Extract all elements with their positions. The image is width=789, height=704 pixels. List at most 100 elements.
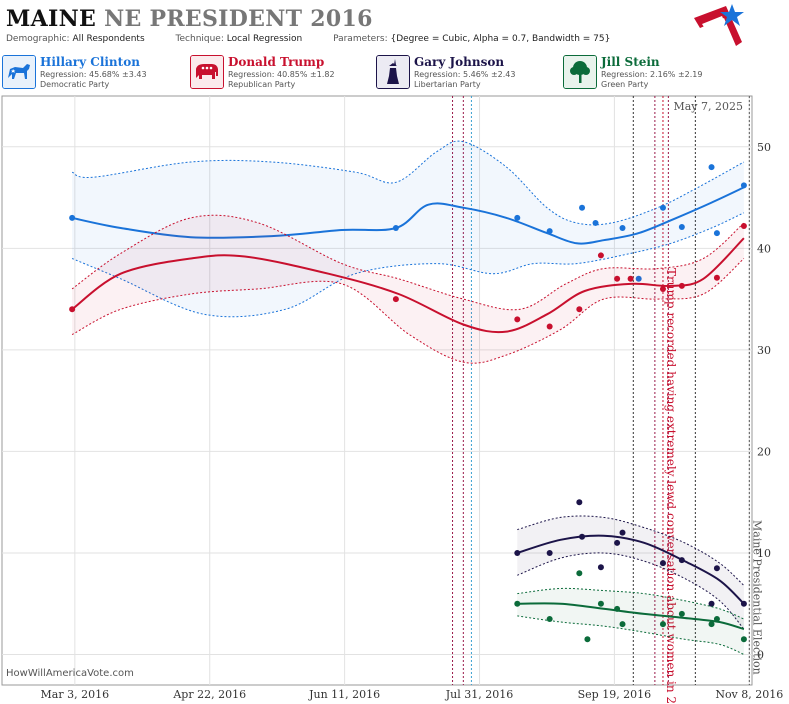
series-jill-stein — [514, 570, 747, 655]
poll-point — [740, 600, 747, 607]
poll-point — [576, 499, 583, 506]
poll-point — [392, 296, 399, 303]
poll-point — [708, 621, 715, 628]
legend-item-johnson[interactable]: Gary Johnson Regression: 5.46% ±2.43 Lib… — [376, 55, 562, 91]
poll-point — [597, 564, 604, 571]
poll-point — [392, 225, 399, 232]
upper-bound-line — [517, 515, 745, 586]
candidate-name: Gary Johnson — [414, 55, 505, 69]
poll-point — [592, 219, 599, 226]
poll-point — [740, 182, 747, 189]
candidate-regression: Regression: 2.16% ±2.19 — [601, 70, 703, 79]
poll-point — [713, 615, 720, 622]
candidate-regression: Regression: 40.85% ±1.82 — [228, 70, 335, 79]
parameters-line: Demographic: All Respondents Technique: … — [6, 34, 638, 44]
state-name: MAINE — [6, 6, 97, 32]
candidate-regression: Regression: 45.68% ±3.43 — [40, 70, 147, 79]
y-tick-label: 20 — [757, 445, 771, 458]
poll-point — [614, 605, 621, 612]
poll-point — [678, 610, 685, 617]
poll-point — [713, 274, 720, 281]
candidate-regression: Regression: 5.46% ±2.43 — [414, 70, 516, 79]
technique-label: Technique: — [175, 34, 224, 44]
poll-point — [546, 549, 553, 556]
poll-point — [627, 275, 634, 282]
poll-point — [659, 621, 666, 628]
poll-point — [546, 615, 553, 622]
poll-point — [597, 252, 604, 259]
series-donald-trump — [69, 214, 747, 364]
poll-point — [740, 636, 747, 643]
event-label: Trump recorded having extremely lewd con… — [664, 268, 678, 704]
elephant-icon — [190, 55, 224, 89]
poll-point — [619, 621, 626, 628]
y-tick-label: 50 — [757, 141, 771, 154]
plot-frame — [1, 95, 753, 686]
legend-item-stein[interactable]: Jill Stein Regression: 2.16% ±2.19 Green… — [563, 55, 749, 91]
upper-bound-line — [71, 140, 745, 226]
candidate-name: Jill Stein — [601, 55, 660, 69]
event-label: Maine Presidential Election — [750, 520, 763, 675]
poll-point — [514, 214, 521, 221]
poll-point — [635, 275, 642, 282]
legend-item-trump[interactable]: Donald Trump Regression: 40.85% ±1.82 Re… — [190, 55, 376, 91]
poll-point — [69, 306, 76, 313]
parameters-label: Parameters: — [333, 34, 388, 44]
trend-line — [517, 602, 745, 631]
technique-value: Local Regression — [226, 34, 303, 44]
demographic-label: Demographic: — [6, 34, 70, 44]
series-gary-johnson — [514, 499, 747, 630]
x-tick-label: Jun 11, 2016 — [308, 688, 380, 701]
poll-point — [579, 204, 586, 211]
poll-point — [584, 636, 591, 643]
site-logo-icon — [694, 4, 744, 46]
candidate-name: Donald Trump — [228, 55, 325, 69]
y-tick-label: 0 — [757, 649, 764, 662]
poll-point — [619, 225, 626, 232]
upper-bound-line — [517, 587, 745, 620]
donkey-icon — [2, 55, 36, 89]
lower-bound-line — [517, 615, 745, 655]
poll-point — [614, 275, 621, 282]
page-title: MAINE NE PRESIDENT 2016 — [6, 6, 373, 32]
parameters-value: {Degree = Cubic, Alpha = 0.7, Bandwidth … — [390, 34, 611, 44]
statue-of-liberty-icon — [376, 55, 410, 89]
x-tick-label: Sep 19, 2016 — [578, 688, 652, 701]
poll-point — [708, 164, 715, 171]
poll-point — [713, 230, 720, 237]
x-tick-label: Jul 31, 2016 — [445, 688, 514, 701]
poll-point — [678, 557, 685, 564]
race-name: NE PRESIDENT 2016 — [104, 6, 373, 32]
series-hillary-clinton — [69, 140, 747, 318]
poll-point — [678, 224, 685, 231]
poll-point — [614, 539, 621, 546]
confidence-band — [72, 141, 744, 317]
poll-point — [659, 560, 666, 567]
lower-bound-line — [517, 552, 745, 630]
candidate-party: Green Party — [601, 80, 649, 89]
poll-point — [619, 529, 626, 536]
poll-point — [659, 204, 666, 211]
candidate-name: Hillary Clinton — [40, 55, 140, 69]
poll-point — [69, 214, 76, 221]
x-tick-label: Apr 22, 2016 — [172, 688, 246, 701]
candidate-party: Democratic Party — [40, 80, 110, 89]
lower-bound-line — [71, 212, 745, 318]
candidate-party: Republican Party — [228, 80, 296, 89]
poll-point — [659, 285, 666, 292]
poll-point — [576, 306, 583, 313]
poll-point — [514, 549, 521, 556]
poll-point — [514, 316, 521, 323]
poll-point — [597, 600, 604, 607]
x-tick-label: Nov 8, 2016 — [715, 688, 783, 701]
y-tick-label: 30 — [757, 344, 771, 357]
legend-item-clinton[interactable]: Hillary Clinton Regression: 45.68% ±3.43… — [2, 55, 188, 91]
poll-point — [678, 282, 685, 289]
site-credit: HowWillAmericaVote.com — [6, 668, 134, 679]
tree-icon — [563, 55, 597, 89]
trend-line — [517, 534, 745, 605]
poll-point — [546, 228, 553, 235]
x-tick-label: Mar 3, 2016 — [41, 688, 110, 701]
poll-point — [546, 323, 553, 330]
